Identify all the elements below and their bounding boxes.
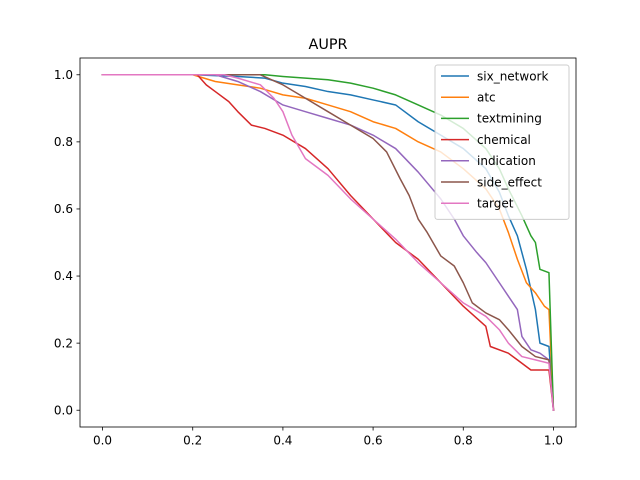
y-tick-label: 0.8 (54, 135, 73, 149)
series-line-side-effect (101, 74, 555, 412)
y-tick-label: 0.0 (54, 403, 73, 417)
x-tick-label: 0.4 (273, 434, 292, 448)
x-tick-label: 1.0 (544, 434, 563, 448)
plot-frame (79, 57, 577, 428)
x-axis: 0.0 0.2 0.4 0.6 0.8 1.0 (93, 427, 563, 448)
legend-box (434, 64, 570, 220)
y-axis: 0.0 0.2 0.4 0.6 0.8 1.0 (54, 68, 80, 417)
legend-label-textmining: textmining (477, 112, 542, 126)
x-tick-label: 0.8 (454, 434, 473, 448)
x-tick-label: 0.0 (93, 434, 112, 448)
x-tick-label: 0.2 (183, 434, 202, 448)
y-tick-label: 0.6 (54, 202, 73, 216)
legend-label-six-network: six_network (477, 69, 548, 83)
series-line-target (101, 74, 555, 412)
legend-label-target: target (477, 197, 514, 211)
y-tick-label: 0.4 (54, 269, 73, 283)
y-tick-label: 0.2 (54, 336, 73, 350)
x-tick-label: 0.6 (364, 434, 383, 448)
legend-label-chemical: chemical (477, 133, 531, 147)
legend-label-atc: atc (477, 91, 496, 105)
legend-label-indication: indication (477, 154, 536, 168)
legend-label-side-effect: side_effect (477, 175, 542, 189)
y-tick-label: 1.0 (54, 68, 73, 82)
chart-title: AUPR (308, 37, 347, 53)
series-line-chemical (101, 74, 555, 412)
series-line-atc (101, 74, 555, 412)
